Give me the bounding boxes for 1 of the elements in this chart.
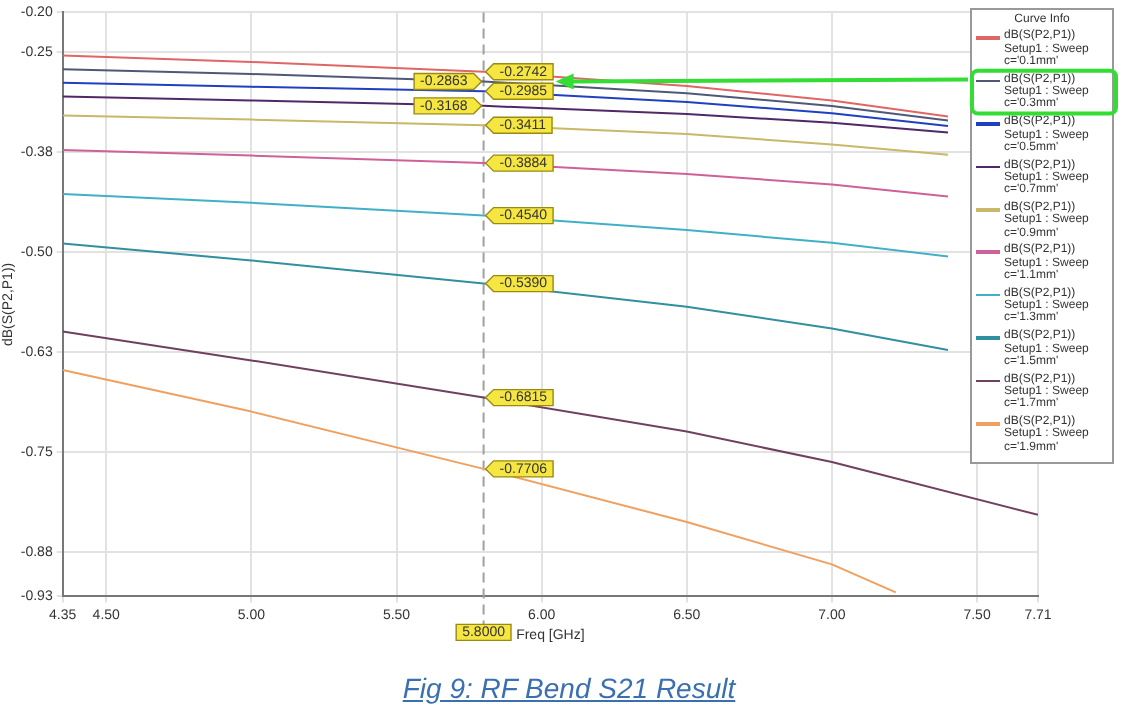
caption: Fig 9: RF Bend S21 Result [400,672,738,704]
